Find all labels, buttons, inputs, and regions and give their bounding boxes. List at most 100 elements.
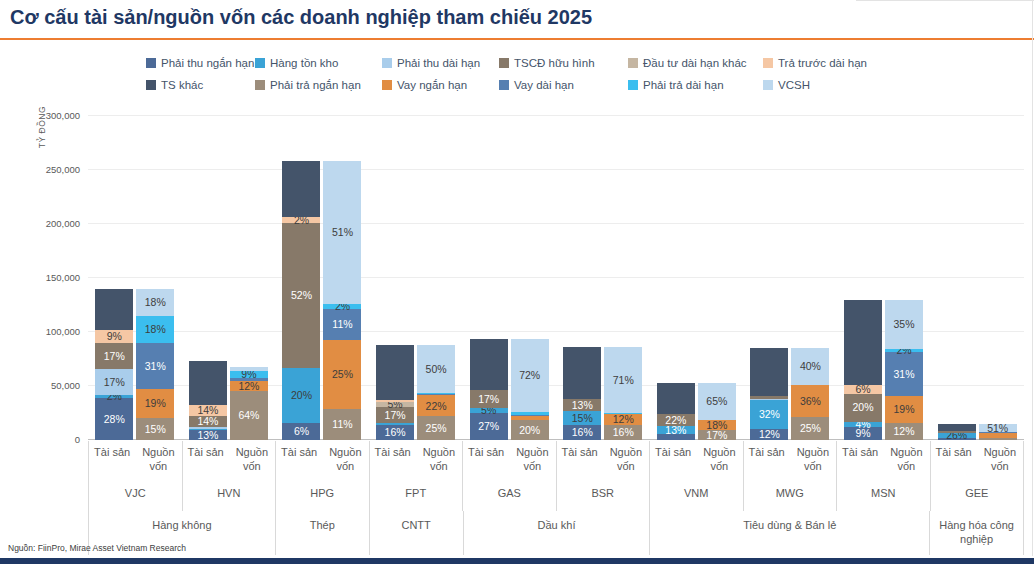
legend-swatch (499, 80, 509, 90)
segment-value-label: 12% (238, 381, 259, 392)
bar-caption-row: Tài sảnNguồn vốn (89, 441, 182, 483)
segment-value-label: 27% (478, 421, 499, 432)
bar-caption-row: Tài sảnNguồn vốn (370, 441, 463, 483)
bar-caption-row: Tài sảnNguồn vốn (837, 441, 930, 483)
segment-value-label: 16% (385, 427, 406, 438)
bar-segment: 51% (323, 161, 361, 303)
segment-value-label: 50% (426, 364, 447, 375)
stacked-bar: 25%22%50% (417, 345, 455, 440)
stacked-bar: 51% (979, 424, 1017, 440)
bar-caption: Nguồn vốn (603, 441, 649, 483)
bar-segment: 14% (189, 416, 227, 427)
x-axis-label-table: Tài sảnNguồn vốnVJCTài sảnNguồn vốnHVNTà… (88, 441, 1024, 555)
bar-segment (376, 423, 414, 425)
company-label: HVN (183, 483, 276, 511)
stacked-bar: 16%12% 71% (604, 347, 642, 440)
bar-caption-row: Tài sảnNguồn vốn (931, 441, 1024, 483)
bar-caption: Tài sản (650, 441, 696, 483)
stacked-bar: 25%36%40% (791, 348, 829, 440)
bar-segment (417, 393, 455, 395)
legend-item: Đầu tư dài hạn khác (628, 57, 763, 69)
company-label: GAS (463, 483, 556, 511)
company-bar-slot: 16%15%13%16%12%71% (556, 347, 650, 440)
segment-value-label: 51% (332, 227, 353, 238)
sector-label: Dầu khí (464, 511, 651, 555)
stacked-bar: 64%12%9% (230, 367, 268, 440)
segment-value-label: 35% (894, 319, 915, 330)
legend-item: Trả trước dài hạn (763, 57, 883, 69)
sector-label: CNTT (370, 511, 464, 555)
company-cell: Tài sảnNguồn vốnGAS (463, 441, 557, 511)
bar-segment: 16% (604, 425, 642, 440)
segment-value-label: 36% (800, 396, 821, 407)
company-cell: Tài sảnNguồn vốnHPG (276, 441, 370, 511)
stacked-bar: 9%4%20%6% (844, 300, 882, 440)
segment-value-label: 17% (478, 394, 499, 405)
y-tick-label: 150,000 (18, 272, 80, 283)
bar-segment: 19% (136, 389, 174, 417)
company-label: GEE (931, 483, 1024, 511)
bar-segment (938, 431, 976, 433)
sector-label: Tiêu dùng & Bán lẻ (650, 511, 930, 555)
bar-segment: 2% (885, 349, 923, 352)
bar-segment (282, 161, 320, 217)
legend-swatch (628, 58, 638, 68)
bar-segment (511, 412, 549, 415)
bar-segment: 72% (511, 339, 549, 412)
bar-segment (470, 339, 508, 391)
legend-item: VCSH (763, 79, 883, 91)
legend-swatch (763, 80, 773, 90)
bar-segment: 12% (604, 414, 642, 425)
legend-swatch (499, 58, 509, 68)
legend: Phải thu ngắn hạnHàng tồn khoPhải thu dà… (146, 57, 883, 91)
segment-value-label: 14% (197, 416, 218, 427)
legend-label: Trả trước dài hạn (778, 57, 867, 69)
legend-item: TS khác (146, 79, 255, 91)
segment-value-label: 20% (291, 390, 312, 401)
segment-value-label: 18% (145, 324, 166, 335)
bar-caption: Nguồn vốn (416, 441, 462, 483)
bar-segment: 25% (323, 340, 361, 410)
segment-value-label: 32% (759, 409, 780, 420)
bar-segment (511, 416, 549, 420)
segment-value-label: 13% (572, 400, 593, 411)
x-axis-line (88, 439, 1024, 440)
company-cell: Tài sảnNguồn vốnVNM (650, 441, 744, 511)
bar-caption: Tài sản (931, 441, 977, 483)
bar-segment: 27% (470, 413, 508, 440)
company-bar-slot: 12%32%25%36%40% (743, 348, 837, 440)
legend-label: Phải trả dài hạn (643, 79, 724, 91)
bar-segment (376, 345, 414, 400)
bar-caption-row: Tài sảnNguồn vốn (276, 441, 369, 483)
legend-item: Phải trả ngắn hạn (255, 79, 382, 91)
bar-segment: 35% (885, 300, 923, 350)
bar-caption: Tài sản (276, 441, 322, 483)
bar-segment: 18% (136, 316, 174, 343)
bar-segment (750, 399, 788, 400)
segment-value-label: 51% (987, 423, 1008, 434)
bar-segment: 25% (417, 416, 455, 440)
bar-segment: 20% (282, 368, 320, 424)
stacked-bar: 11%25%11%2%51% (323, 161, 361, 440)
bar-segment: 16% (376, 425, 414, 440)
segment-value-label: 16% (572, 427, 593, 438)
company-label: VNM (650, 483, 743, 511)
stacked-bar: 28%2%17%17%9% (95, 289, 133, 440)
segment-value-label: 71% (613, 375, 634, 386)
bar-segment: 28% (95, 398, 133, 440)
bar-segment: 11% (323, 409, 361, 440)
bar-segment: 52% (282, 223, 320, 368)
company-bar-slot: 13%14%14%64%12%9% (182, 361, 276, 440)
segment-value-label: 65% (706, 396, 727, 407)
bar-segment (511, 415, 549, 416)
bar-caption-row: Tài sảnNguồn vốn (744, 441, 837, 483)
company-bar-slot: 9%4%20%6%12%19%31%2%35% (837, 300, 931, 440)
company-cell: Tài sảnNguồn vốnVJC (88, 441, 183, 511)
bar-caption: Tài sản (183, 441, 229, 483)
bar-segment: 16% (563, 425, 601, 440)
company-cell: Tài sảnNguồn vốnHVN (183, 441, 277, 511)
segment-value-label: 52% (291, 290, 312, 301)
legend-item: Hàng tồn kho (255, 57, 382, 69)
bar-segment: 13% (563, 399, 601, 411)
segment-value-label: 22% (665, 415, 686, 426)
